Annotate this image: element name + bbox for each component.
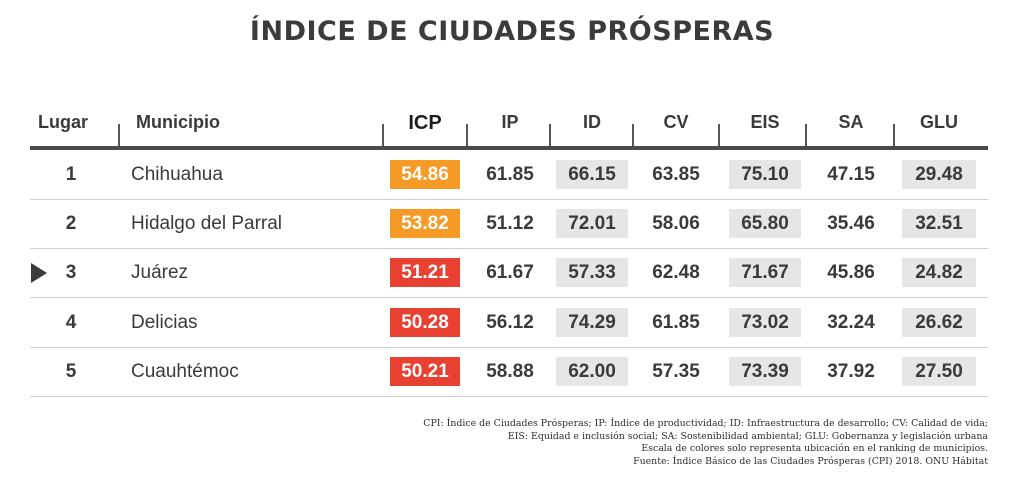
column-header-cv: CV: [663, 112, 689, 132]
id-value-cell: 62.00: [556, 356, 628, 386]
rank-cell: 4: [65, 311, 77, 333]
icp-value-badge: 54.86: [390, 160, 460, 189]
table-row: 1 Chihuahua 54.86 61.85 66.15 63.85 75.10 47.15…: [30, 150, 988, 200]
glu-value-cell: 27.50: [902, 356, 976, 386]
column-header-sa: SA: [838, 112, 864, 132]
sa-value-cell: 47.15: [827, 164, 875, 185]
table-header: Lugar Municipio ICP IP ID CV EIS SA GLU: [0, 112, 1024, 146]
rank-cell: 2: [65, 213, 77, 235]
municipio-cell: Hidalgo del Parral: [131, 213, 283, 235]
id-value-cell: 74.29: [556, 307, 628, 337]
rank-cell: 3: [65, 262, 77, 284]
id-value-cell: 72.01: [556, 209, 628, 239]
header-separator: [382, 124, 384, 146]
cv-value-cell: 62.48: [652, 262, 700, 284]
cv-value-cell: 57.35: [652, 360, 700, 382]
cv-value-cell: 61.85: [652, 311, 700, 333]
id-value-cell: 57.33: [556, 258, 628, 288]
table-row: 3 Juárez 51.21 61.67 57.33 62.48 71.67 45.86 24.…: [30, 248, 988, 299]
footnote-line: CPI: Índice de Ciudades Prósperas; IP: Í…: [423, 418, 988, 429]
header-separator: [893, 124, 895, 146]
eis-value-cell: 75.10: [729, 160, 801, 189]
eis-value-cell: 71.67: [729, 258, 801, 288]
header-separator: [805, 124, 807, 146]
column-header-eis: EIS: [750, 112, 780, 132]
sa-value-cell: 35.46: [827, 213, 875, 235]
icp-value-badge: 50.28: [390, 307, 460, 337]
header-separator: [549, 124, 551, 146]
page-title: ÍNDICE DE CIUDADES PRÓSPERAS: [249, 16, 775, 47]
cv-value-cell: 58.06: [652, 213, 700, 235]
municipio-cell: Juárez: [131, 262, 189, 284]
column-header-ip: IP: [501, 112, 519, 132]
play-triangle-icon: [31, 263, 47, 284]
municipio-cell: Chihuahua: [131, 164, 223, 185]
header-separator: [466, 124, 468, 146]
column-header-glu: GLU: [920, 112, 958, 132]
table-row: 4 Delicias 50.28 56.12 74.29 61.85 73.02 32.24 2…: [30, 298, 988, 348]
sa-value-cell: 37.92: [827, 360, 875, 382]
ip-value-cell: 56.12: [486, 311, 534, 333]
header-separator: [632, 124, 634, 146]
header-rule: [30, 146, 988, 150]
footnotes: CPI: Índice de Ciudades Prósperas; IP: Í…: [423, 418, 988, 468]
eis-value-cell: 65.80: [729, 209, 801, 239]
column-header-lugar: Lugar: [38, 112, 89, 132]
footnote-line: Fuente: Índice Básico de las Ciudades Pr…: [633, 455, 988, 467]
municipio-cell: Cuauhtémoc: [131, 360, 239, 382]
icp-value-badge: 53.82: [390, 209, 460, 239]
column-header-icp: ICP: [408, 112, 442, 134]
footnote-line: Escala de colores solo representa ubicac…: [641, 443, 988, 454]
glu-value-cell: 32.51: [902, 209, 976, 239]
eis-value-cell: 73.02: [729, 307, 801, 337]
glu-value-cell: 26.62: [902, 307, 976, 337]
id-value-cell: 66.15: [556, 160, 628, 189]
eis-value-cell: 73.39: [729, 356, 801, 386]
column-header-municipio: Municipio: [136, 112, 220, 132]
glu-value-cell: 29.48: [902, 160, 976, 189]
header-separator: [118, 124, 120, 146]
icp-value-badge: 50.21: [390, 356, 460, 386]
table-row: 2 Hidalgo del Parral 53.82 51.12 72.01 58.06 6…: [30, 199, 988, 250]
footnote-line: EIS: Equidad e inclusión social; SA: Sos…: [507, 430, 988, 442]
ip-value-cell: 51.12: [486, 213, 534, 235]
ip-value-cell: 61.85: [486, 164, 534, 185]
column-header-id: ID: [583, 112, 601, 132]
ip-value-cell: 61.67: [486, 262, 534, 284]
table-row: 5 Cuauhtémoc 50.21 58.88 62.00 57.35 73.39 37.9…: [30, 347, 988, 397]
rank-cell: 5: [65, 360, 77, 382]
cv-value-cell: 63.85: [652, 164, 700, 185]
municipio-cell: Delicias: [131, 311, 198, 333]
rank-cell: 1: [65, 164, 77, 185]
header-separator: [718, 124, 720, 146]
icp-value-badge: 51.21: [390, 258, 460, 288]
sa-value-cell: 32.24: [827, 311, 875, 333]
sa-value-cell: 45.86: [827, 262, 875, 284]
ip-value-cell: 58.88: [486, 360, 534, 382]
glu-value-cell: 24.82: [902, 258, 976, 288]
